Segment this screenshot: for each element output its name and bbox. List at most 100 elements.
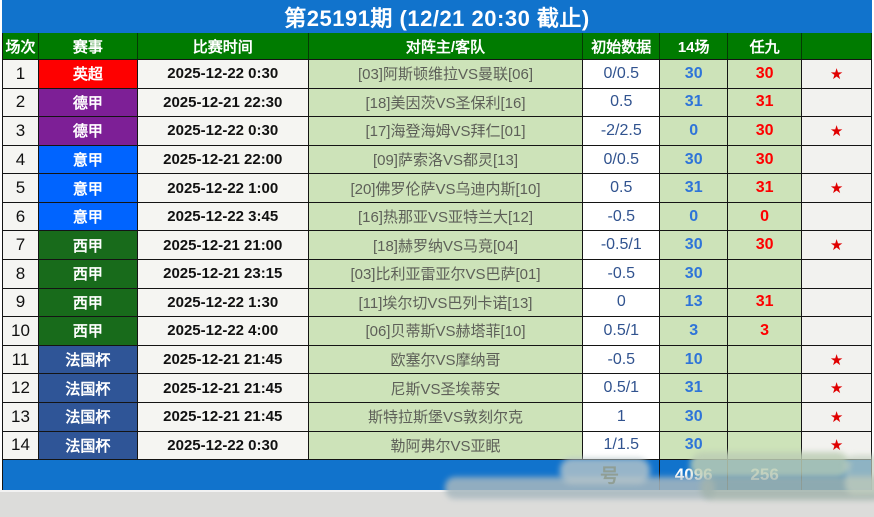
league-cell: 西甲 bbox=[38, 288, 138, 317]
table-row: 2 德甲 2025-12-21 22:30 [18]美因茨VS圣保利[16] 0… bbox=[3, 88, 872, 118]
match-number-cell: 10 bbox=[3, 317, 39, 345]
match-number-cell: 13 bbox=[3, 402, 39, 431]
table-row: 5 意甲 2025-12-22 1:00 [20]佛罗伦萨VS乌迪内斯[10] … bbox=[3, 174, 872, 203]
initial-odds-cell: -0.5 bbox=[583, 260, 661, 288]
any-9-cell: 31 bbox=[728, 88, 803, 117]
header-any-9: 任九 bbox=[728, 33, 803, 59]
match-number-cell: 5 bbox=[3, 174, 39, 202]
page-title: 第25191期 (12/21 20:30 截止) bbox=[284, 5, 590, 31]
initial-odds-cell: 0/0.5 bbox=[583, 60, 661, 88]
star-cell bbox=[802, 288, 872, 317]
match-time-cell: 2025-12-21 21:00 bbox=[137, 231, 309, 260]
match-time-cell: 2025-12-21 21:45 bbox=[137, 374, 309, 402]
14-games-cell: 0 bbox=[660, 117, 729, 145]
initial-odds-cell: -0.5 bbox=[583, 202, 661, 231]
table-footer-row: 4096 256 bbox=[3, 460, 872, 491]
match-time-cell: 2025-12-21 22:00 bbox=[137, 145, 309, 174]
14-games-cell: 30 bbox=[660, 231, 729, 260]
initial-odds-cell: -0.5 bbox=[583, 345, 661, 374]
footer-total-14: 4096 bbox=[660, 460, 729, 490]
table-header-row: 场次 赛事 比赛时间 对阵主/客队 初始数据 14场 任九 bbox=[3, 33, 872, 60]
match-number-cell: 11 bbox=[3, 345, 39, 374]
14-games-cell: 30 bbox=[660, 260, 729, 288]
teams-cell: 欧塞尔VS摩纳哥 bbox=[308, 345, 584, 374]
teams-cell: 斯特拉斯堡VS敦刻尔克 bbox=[308, 402, 584, 431]
table-row: 8 西甲 2025-12-21 23:15 [03]比利亚雷亚尔VS巴萨[01]… bbox=[3, 260, 872, 289]
star-cell bbox=[802, 260, 872, 288]
teams-cell: 尼斯VS圣埃蒂安 bbox=[308, 374, 584, 402]
initial-odds-cell: 1 bbox=[583, 402, 661, 431]
teams-cell: [20]佛罗伦萨VS乌迪内斯[10] bbox=[308, 174, 584, 202]
table-row: 10 西甲 2025-12-22 4:00 [06]贝蒂斯VS赫塔菲[10] 0… bbox=[3, 317, 872, 346]
bottom-margin bbox=[0, 490, 874, 517]
match-time-cell: 2025-12-21 23:15 bbox=[137, 260, 309, 288]
table-row: 3 德甲 2025-12-22 0:30 [17]海登海姆VS拜仁[01] -2… bbox=[3, 117, 872, 146]
table-row: 6 意甲 2025-12-22 3:45 [16]热那亚VS亚特兰大[12] -… bbox=[3, 202, 872, 232]
league-cell: 西甲 bbox=[38, 317, 138, 345]
14-games-cell: 13 bbox=[660, 288, 729, 317]
14-games-cell: 30 bbox=[660, 60, 729, 88]
14-games-cell: 31 bbox=[660, 374, 729, 402]
teams-cell: [06]贝蒂斯VS赫塔菲[10] bbox=[308, 317, 584, 345]
14-games-cell: 30 bbox=[660, 431, 729, 460]
title-bar: 第25191期 (12/21 20:30 截止) bbox=[2, 0, 872, 33]
match-number-cell: 12 bbox=[3, 374, 39, 402]
match-number-cell: 1 bbox=[3, 60, 39, 88]
match-time-cell: 2025-12-22 4:00 bbox=[137, 317, 309, 345]
star-cell bbox=[802, 317, 872, 345]
header-match-time: 比赛时间 bbox=[138, 33, 309, 59]
star-cell: ★ bbox=[802, 117, 872, 145]
match-number-cell: 4 bbox=[3, 145, 39, 174]
header-match-no: 场次 bbox=[3, 33, 39, 59]
initial-odds-cell: 0.5 bbox=[583, 174, 661, 202]
league-cell: 法国杯 bbox=[38, 374, 138, 402]
table-row: 14 法国杯 2025-12-22 0:30 勒阿弗尔VS亚眠 1/1.5 30… bbox=[3, 431, 872, 461]
star-cell: ★ bbox=[802, 374, 872, 402]
league-cell: 西甲 bbox=[38, 231, 138, 260]
star-cell: ★ bbox=[802, 345, 872, 374]
any-9-cell bbox=[728, 402, 803, 431]
match-number-cell: 7 bbox=[3, 231, 39, 260]
league-cell: 法国杯 bbox=[38, 402, 138, 431]
teams-cell: [17]海登海姆VS拜仁[01] bbox=[308, 117, 584, 145]
teams-cell: [11]埃尔切VS巴列卡诺[13] bbox=[308, 288, 584, 317]
match-time-cell: 2025-12-22 0:30 bbox=[137, 117, 309, 145]
any-9-cell: 30 bbox=[728, 60, 803, 88]
match-time-cell: 2025-12-22 0:30 bbox=[137, 431, 309, 460]
lottery-table: 场次 赛事 比赛时间 对阵主/客队 初始数据 14场 任九 1 英超 2025-… bbox=[2, 33, 872, 491]
table-row: 12 法国杯 2025-12-21 21:45 尼斯VS圣埃蒂安 0.5/1 3… bbox=[3, 374, 872, 403]
footer-spacer bbox=[3, 460, 661, 490]
table-row: 4 意甲 2025-12-21 22:00 [09]萨索洛VS都灵[13] 0/… bbox=[3, 145, 872, 175]
initial-odds-cell: 0.5 bbox=[583, 88, 661, 117]
any-9-cell: 30 bbox=[728, 231, 803, 260]
teams-cell: [03]阿斯顿维拉VS曼联[06] bbox=[308, 60, 584, 88]
match-time-cell: 2025-12-22 1:00 bbox=[137, 174, 309, 202]
match-time-cell: 2025-12-21 21:45 bbox=[137, 345, 309, 374]
league-cell: 意甲 bbox=[38, 202, 138, 231]
match-number-cell: 2 bbox=[3, 88, 39, 117]
initial-odds-cell: 0.5/1 bbox=[583, 374, 661, 402]
initial-odds-cell: 0.5/1 bbox=[583, 317, 661, 345]
any-9-cell: 3 bbox=[728, 317, 803, 345]
star-cell: ★ bbox=[802, 174, 872, 202]
any-9-cell: 0 bbox=[728, 202, 803, 231]
teams-cell: [16]热那亚VS亚特兰大[12] bbox=[308, 202, 584, 231]
14-games-cell: 0 bbox=[660, 202, 729, 231]
any-9-cell: 30 bbox=[728, 117, 803, 145]
match-number-cell: 8 bbox=[3, 260, 39, 288]
league-cell: 法国杯 bbox=[38, 431, 138, 460]
table-row: 1 英超 2025-12-22 0:30 [03]阿斯顿维拉VS曼联[06] 0… bbox=[3, 60, 872, 89]
header-league: 赛事 bbox=[39, 33, 138, 59]
star-cell: ★ bbox=[802, 402, 872, 431]
match-number-cell: 14 bbox=[3, 431, 39, 460]
14-games-cell: 31 bbox=[660, 174, 729, 202]
table-body: 1 英超 2025-12-22 0:30 [03]阿斯顿维拉VS曼联[06] 0… bbox=[3, 60, 872, 461]
star-cell: ★ bbox=[802, 431, 872, 460]
14-games-cell: 30 bbox=[660, 145, 729, 174]
teams-cell: [18]美因茨VS圣保利[16] bbox=[308, 88, 584, 117]
match-time-cell: 2025-12-22 3:45 bbox=[137, 202, 309, 231]
match-time-cell: 2025-12-22 0:30 bbox=[137, 60, 309, 88]
initial-odds-cell: 0 bbox=[583, 288, 661, 317]
14-games-cell: 10 bbox=[660, 345, 729, 374]
any-9-cell: 31 bbox=[728, 174, 803, 202]
